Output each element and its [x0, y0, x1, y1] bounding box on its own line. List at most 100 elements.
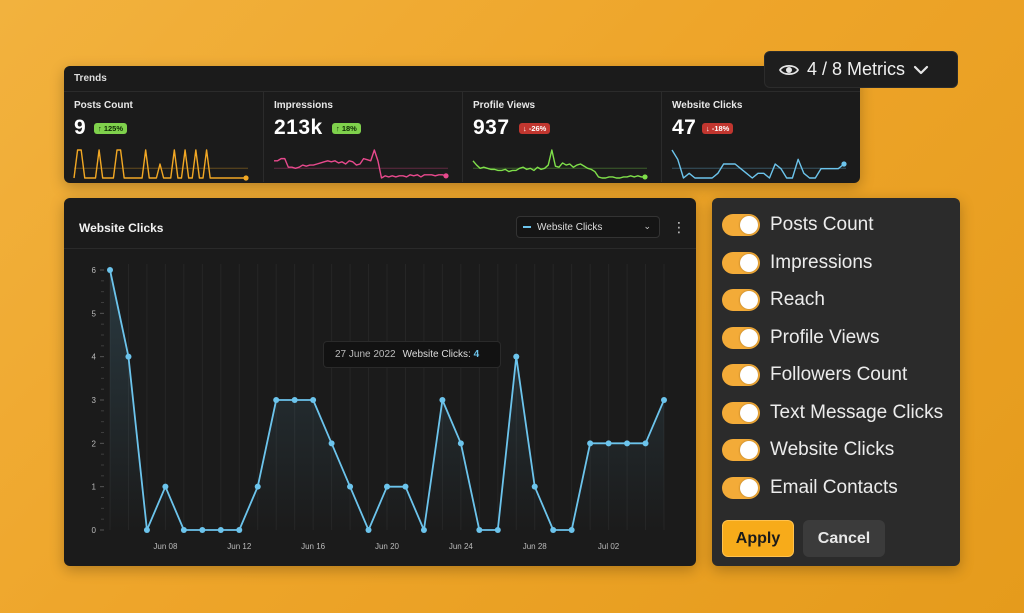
x-tick-label: Jun 12 — [227, 542, 252, 551]
data-point — [273, 397, 280, 403]
data-point — [384, 483, 390, 490]
sparkline — [73, 149, 249, 181]
toggle-label: Followers Count — [770, 364, 908, 385]
toggle-label: Website Clicks — [770, 439, 895, 460]
data-point — [642, 440, 649, 447]
data-point — [180, 527, 187, 533]
toggle-switch[interactable] — [722, 251, 760, 274]
data-point — [624, 440, 631, 447]
cancel-button[interactable]: Cancel — [803, 520, 885, 557]
toggle-row[interactable]: Email Contacts — [722, 475, 898, 501]
trend-value: 9 — [74, 116, 87, 139]
data-point — [365, 527, 372, 533]
trend-value: 937 — [473, 116, 510, 139]
sparkline-series — [472, 149, 645, 179]
trend-card-website-clicks[interactable]: Website Clicks 47 ↓ -18% — [661, 92, 860, 182]
y-tick-label: 5 — [92, 309, 97, 318]
trend-change-text: -26% — [528, 124, 547, 133]
trend-change-badge: ↓ -26% — [519, 123, 551, 134]
eye-icon — [779, 64, 799, 75]
data-point — [661, 397, 667, 403]
tooltip-value: 4 — [473, 349, 480, 360]
sparkline — [671, 149, 847, 179]
y-tick-label: 1 — [92, 483, 97, 492]
toggle-label: Reach — [770, 289, 825, 310]
data-point — [420, 527, 427, 533]
x-tick-label: Jun 20 — [375, 542, 400, 551]
toggle-row[interactable]: Profile Views — [722, 325, 879, 351]
chevron-down-icon — [913, 65, 929, 74]
trend-label: Posts Count — [74, 100, 133, 111]
toggle-row[interactable]: Posts Count — [722, 212, 874, 238]
data-point — [402, 483, 409, 490]
data-point — [162, 483, 169, 490]
data-point — [217, 527, 224, 533]
metrics-dropdown-button[interactable]: 4 / 8 Metrics — [764, 51, 958, 88]
trend-card-impressions[interactable]: Impressions 213k ↑ 18% — [263, 92, 462, 182]
series-area — [110, 270, 664, 530]
y-tick-label: 2 — [92, 439, 97, 448]
toggle-switch[interactable] — [722, 476, 760, 499]
data-point — [513, 353, 520, 360]
trend-card-posts-count[interactable]: Posts Count 9 ↑ 125% — [64, 92, 262, 182]
x-tick-label: Jun 28 — [523, 542, 548, 551]
toggle-row[interactable]: Website Clicks — [722, 437, 894, 463]
toggle-row[interactable]: Text Message Clicks — [722, 400, 943, 426]
data-point — [531, 483, 538, 490]
toggle-row[interactable]: Followers Count — [722, 362, 907, 388]
data-point — [457, 440, 464, 447]
trend-value: 47 — [672, 116, 697, 139]
data-point — [550, 527, 557, 533]
toggle-switch[interactable] — [722, 439, 760, 461]
chart-title: Website Clicks — [79, 221, 164, 235]
trend-label: Impressions — [274, 100, 333, 111]
toggle-label: Profile Views — [770, 326, 880, 348]
x-tick-label: Jun 08 — [153, 542, 178, 551]
line-chart[interactable]: 0 1 2 3 4 5 6 Jun 08 Jun 12 Jun 16 Jun 20 Jun 24 Jun… — [64, 198, 696, 566]
data-point — [310, 397, 317, 403]
trend-label: Profile Views — [473, 100, 536, 111]
sparkline-endpoint — [243, 175, 249, 181]
trend-value: 213k — [274, 116, 323, 139]
sparkline-endpoint — [443, 173, 449, 179]
trend-card-profile-views[interactable]: Profile Views 937 ↓ -26% — [462, 92, 661, 182]
toggle-row[interactable]: Reach — [722, 287, 825, 313]
tooltip-series: Website Clicks: — [402, 349, 471, 360]
data-point — [328, 440, 335, 447]
toggle-switch[interactable] — [722, 364, 760, 386]
toggle-row[interactable]: Impressions — [722, 250, 872, 276]
data-point — [568, 527, 575, 533]
data-point — [476, 527, 483, 533]
sparkline-series — [274, 149, 447, 179]
data-point — [125, 353, 132, 360]
trend-change-text: 125% — [103, 124, 124, 133]
toggle-switch[interactable] — [722, 401, 760, 424]
data-point — [107, 267, 113, 273]
data-point — [236, 527, 243, 533]
y-tick-label: 4 — [92, 353, 97, 362]
data-point — [494, 527, 501, 533]
sparkline-endpoint — [841, 161, 847, 167]
toggle-switch[interactable] — [722, 289, 760, 311]
divider — [64, 91, 860, 92]
sparkline-series — [671, 149, 845, 179]
apply-button[interactable]: Apply — [722, 520, 794, 557]
more-options-icon[interactable]: ⋮ — [672, 219, 686, 235]
y-tick-label: 6 — [92, 266, 97, 275]
toggle-switch[interactable] — [722, 326, 760, 349]
data-point — [605, 440, 612, 447]
sparkline-endpoint — [642, 174, 648, 180]
data-point — [291, 397, 298, 403]
toggle-label: Email Contacts — [770, 476, 898, 498]
trend-change-text: -18% — [711, 124, 730, 133]
sparkline-series — [73, 149, 246, 179]
toggle-switch[interactable] — [722, 214, 760, 236]
sparkline — [274, 149, 449, 179]
trend-change-badge: ↓ -18% — [702, 123, 734, 134]
toggle-label: Posts Count — [770, 214, 874, 235]
trend-change-text: 18% — [341, 124, 357, 133]
series-select[interactable]: Website Clicks ⌄ — [516, 216, 660, 238]
chart-tooltip: 27 June 2022 Website Clicks: 4 — [323, 341, 501, 368]
trend-change-badge: ↑ 125% — [94, 123, 128, 134]
divider — [64, 248, 696, 249]
